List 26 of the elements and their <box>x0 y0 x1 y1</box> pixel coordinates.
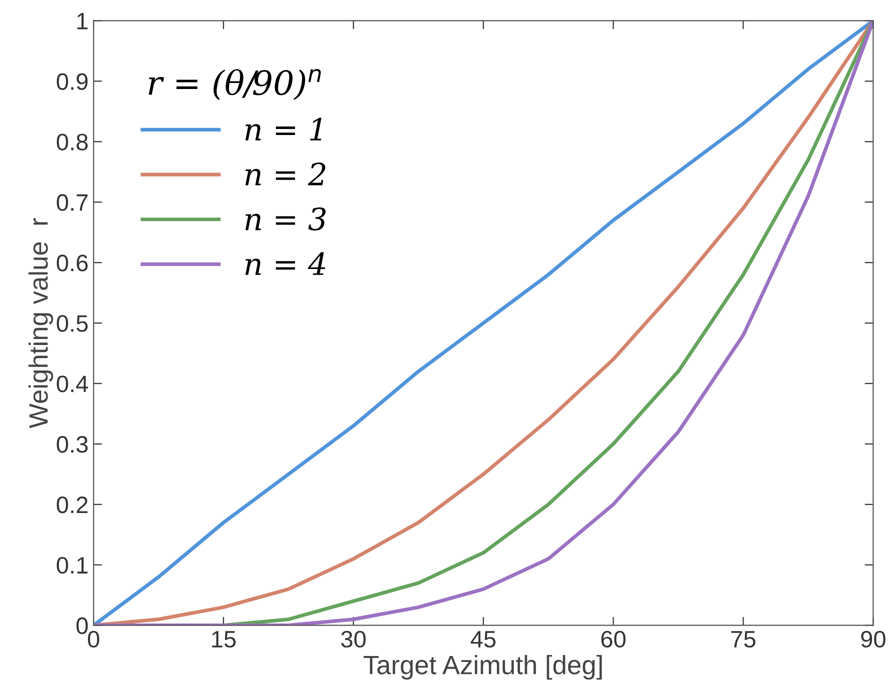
y-tick-label: 0.8 <box>56 134 88 150</box>
y-tick-label: 0.6 <box>56 254 88 272</box>
line-series <box>94 20 874 626</box>
y-tick-label: 0.9 <box>56 73 88 90</box>
x-tick-label: 0 <box>88 630 100 648</box>
y-tick-label: 1 <box>77 13 88 30</box>
y-tick-label: 0.3 <box>56 436 88 453</box>
y-tick-label: 0.4 <box>56 376 88 392</box>
y-tick-label: 0.1 <box>56 556 88 574</box>
y-axis-title: Weighting value r <box>28 218 54 428</box>
x-axis-title: Target Azimuth [deg] <box>364 655 602 680</box>
legend-title: r = (θ/90)$^{n}$ <box>148 68 321 100</box>
x-tick-label: 30 <box>341 630 366 648</box>
y-tick-label: 0.5 <box>56 315 88 332</box>
y-tick-label: 0.2 <box>56 496 88 514</box>
legend-label: n = 1 <box>245 118 322 140</box>
x-tick-label: 90 <box>861 630 886 648</box>
y-tick-label: 0 <box>76 617 88 634</box>
x-tick-label: 45 <box>470 631 496 648</box>
legend-label: n = 3 <box>245 207 326 231</box>
legend-label: n = 4 <box>245 252 326 275</box>
y-tick-label: 0.7 <box>56 194 88 211</box>
x-tick-label: 75 <box>731 631 756 648</box>
legend-label: n = 2 <box>245 162 326 186</box>
x-tick-label: 60 <box>601 630 626 648</box>
x-tick-label: 15 <box>212 631 236 648</box>
